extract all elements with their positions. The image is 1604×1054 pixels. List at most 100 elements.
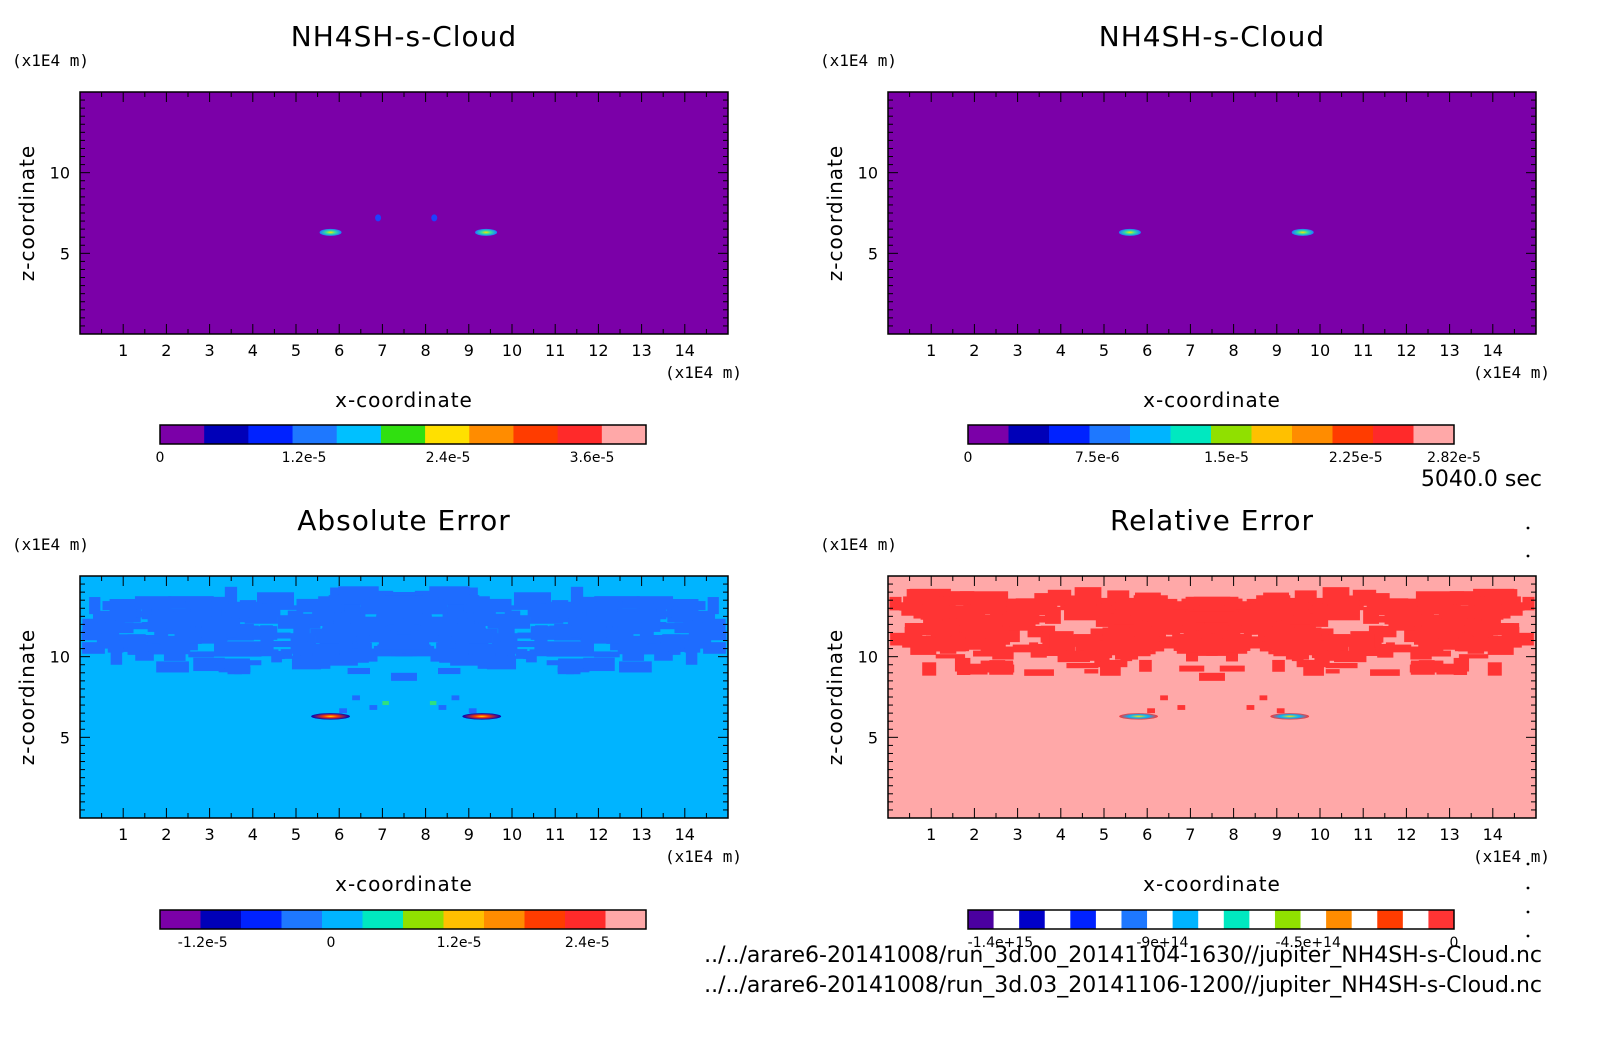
cloud-patch xyxy=(107,640,124,653)
colorbar-segment xyxy=(1274,910,1302,929)
chart-title: Relative Error xyxy=(1110,504,1314,537)
plot-area xyxy=(80,92,728,334)
x-axis-label: x-coordinate xyxy=(1143,872,1281,896)
cloud-patch xyxy=(1474,600,1504,619)
y-axis-unit: (x1E4 m) xyxy=(12,535,89,554)
x-tick-label: 9 xyxy=(1272,341,1282,360)
x-tick-label: 9 xyxy=(1272,825,1282,844)
colorbar-segment xyxy=(565,910,606,929)
cloud-patch xyxy=(1487,662,1502,676)
colorbar-segment xyxy=(1332,425,1374,444)
x-tick-label: 13 xyxy=(631,825,651,844)
x-tick-label: 10 xyxy=(502,341,522,360)
cloud-patch xyxy=(498,624,512,634)
cloud-patch xyxy=(1376,598,1409,615)
x-tick-label: 8 xyxy=(421,825,431,844)
cloud-patch xyxy=(1030,650,1047,658)
colorbar-segment xyxy=(513,425,559,444)
cloud-patch xyxy=(311,644,345,652)
colorbar-segment xyxy=(403,910,444,929)
colorbar-segment xyxy=(1249,910,1276,929)
colorbar-segment xyxy=(557,425,603,444)
colorbar-tick-label: 2.4e-5 xyxy=(426,450,471,466)
cloud-patch xyxy=(1272,659,1285,672)
cloud-patch xyxy=(468,708,477,714)
colorbar-segment xyxy=(336,425,382,444)
cloud-patch xyxy=(1151,641,1165,652)
cloud-patch xyxy=(903,596,923,614)
cloud-patch xyxy=(689,620,718,625)
cloud-patch xyxy=(674,622,718,634)
x-axis-unit: (x1E4 m) xyxy=(665,363,742,382)
cloud-patch xyxy=(1426,618,1462,634)
x-tick-label: 10 xyxy=(1310,341,1330,360)
error-speck xyxy=(429,701,437,706)
cloud-patch xyxy=(451,695,460,701)
cloud-patch xyxy=(617,622,653,635)
colorbar-segment xyxy=(1070,910,1097,929)
x-axis-unit: (x1E4 m) xyxy=(1473,847,1550,866)
x-axis-label: x-coordinate xyxy=(335,388,473,412)
cloud-patch xyxy=(1258,600,1309,616)
cloud-patch xyxy=(500,641,547,648)
cloud-patch xyxy=(1357,635,1375,651)
cloud-patch xyxy=(450,654,485,666)
margin-dot xyxy=(1526,886,1530,890)
cloud-patch xyxy=(381,595,423,614)
cloud-speck xyxy=(375,214,382,222)
cloud-patch xyxy=(1015,598,1048,615)
cloud-patch xyxy=(127,647,140,655)
x-tick-label: 4 xyxy=(248,341,258,360)
cloud-patch xyxy=(1222,637,1251,651)
margin-dot xyxy=(1526,934,1530,938)
colorbar-segment xyxy=(1130,425,1171,444)
cloud-patch xyxy=(296,624,310,634)
cloud-patch xyxy=(189,633,227,644)
x-tick-label: 3 xyxy=(1013,341,1023,360)
cloud-patch xyxy=(622,651,645,661)
cloud-patch xyxy=(920,600,950,619)
cloud-patch xyxy=(1182,621,1197,632)
colorbar-tick-label: 2.82e-5 xyxy=(1427,450,1481,466)
colorbar-segment xyxy=(1170,425,1212,444)
cloud-patch xyxy=(90,622,134,634)
cloud-patch xyxy=(1404,612,1422,627)
x-tick-label: 14 xyxy=(675,341,695,360)
cloud-patch xyxy=(102,601,131,611)
cloud-core xyxy=(1118,228,1141,236)
cloud-patch xyxy=(1190,652,1218,656)
cloud-patch xyxy=(268,605,316,610)
colorbar-segment xyxy=(605,910,647,929)
cloud-patch xyxy=(350,648,378,662)
x-tick-label: 6 xyxy=(334,825,344,844)
cloud-patch xyxy=(935,637,966,652)
cloud-patch xyxy=(135,643,160,652)
y-tick-label: 10 xyxy=(858,648,878,667)
cloud-patch xyxy=(529,649,548,657)
cloud-patch xyxy=(369,705,378,710)
cloud-patch xyxy=(560,603,574,619)
colorbar-segment xyxy=(200,910,242,929)
cloud-patch xyxy=(239,646,257,652)
y-tick-label: 10 xyxy=(858,164,878,183)
cloud-patch xyxy=(339,708,347,714)
x-tick-label: 13 xyxy=(1439,341,1459,360)
cloud-patch xyxy=(1227,621,1242,632)
x-tick-label: 7 xyxy=(377,341,387,360)
cloud-patch xyxy=(188,651,214,658)
cloud-patch xyxy=(1325,669,1340,674)
cloud-patch xyxy=(1206,652,1234,656)
cloud-patch xyxy=(534,637,548,651)
cloud-patch xyxy=(980,641,1006,652)
cloud-patch xyxy=(1084,656,1110,661)
colorbar-segment xyxy=(1198,910,1225,929)
cloud-patch xyxy=(1052,600,1074,606)
cloud-patch xyxy=(154,596,186,604)
cloud-patch xyxy=(1458,637,1489,652)
cloud-patch xyxy=(992,603,1026,612)
cloud-patch xyxy=(174,627,202,638)
y-axis-label: z-coordinate xyxy=(15,629,39,765)
cloud-patch xyxy=(438,667,461,675)
cloud-patch xyxy=(1496,637,1514,652)
cloud-patch xyxy=(438,705,447,710)
